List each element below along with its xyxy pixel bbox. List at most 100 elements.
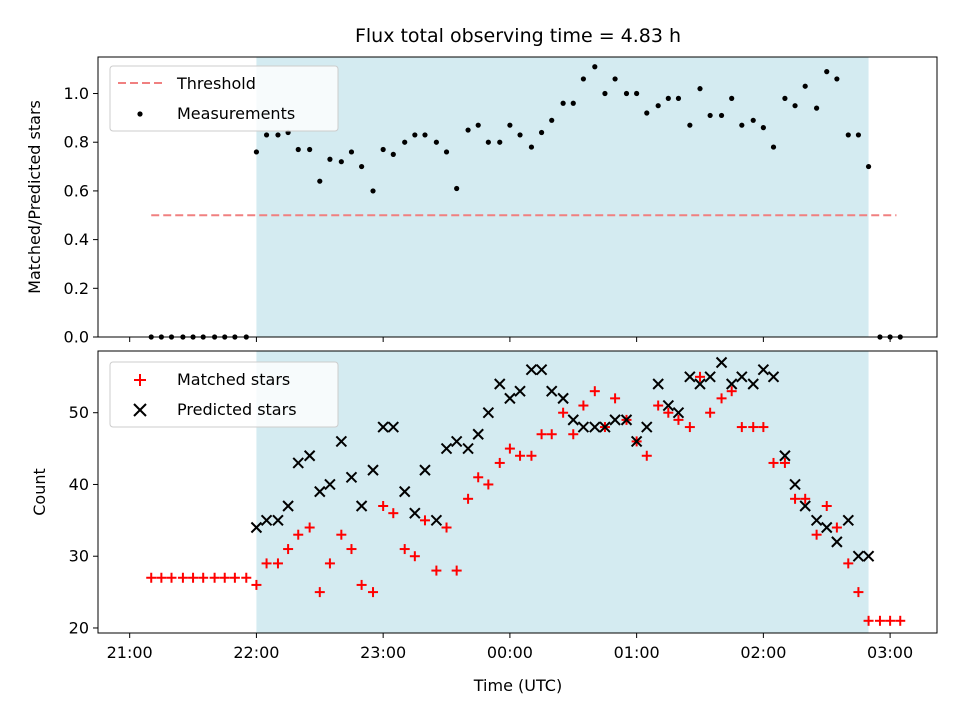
matched-star-point (578, 400, 589, 411)
measurement-point (792, 103, 798, 109)
predicted-star-point (494, 378, 506, 390)
predicted-star-point (450, 435, 463, 448)
measurement-point (770, 144, 777, 150)
predicted-star-point (409, 507, 421, 519)
predicted-star-point (377, 421, 389, 433)
predicted-star-point (852, 550, 865, 562)
predicted-star-point (599, 421, 611, 433)
matched-star-point (356, 579, 367, 590)
matched-star-point (863, 615, 874, 626)
measurement-point (538, 129, 545, 136)
legend-predicted-swatch (133, 403, 147, 417)
predicted-star-point (609, 414, 621, 426)
measurement-point (739, 122, 745, 128)
predicted-star-point (641, 421, 653, 433)
measurement-point (570, 100, 576, 106)
matched-star-point (368, 587, 379, 598)
predicted-star-point (504, 392, 516, 405)
measurement-point (390, 151, 396, 157)
predicted-star-point (472, 428, 484, 440)
measurement-point (782, 95, 788, 101)
measurement-point (834, 76, 840, 82)
predicted-star-point (387, 421, 400, 433)
predicted-star-point (440, 442, 453, 455)
matched-star-point (885, 615, 896, 626)
predicted-star-point (577, 421, 590, 433)
measurement-point (275, 132, 281, 138)
measurement-point (824, 69, 830, 75)
matched-star-point (229, 572, 240, 583)
measurement-point (475, 122, 481, 128)
matched-star-point (166, 572, 177, 583)
measurement-point (348, 149, 355, 155)
predicted-star-point (567, 414, 579, 426)
predicted-star-point (535, 363, 548, 376)
predicted-star-point (725, 378, 738, 390)
x-tick-label: 22:00 (233, 643, 279, 662)
matched-star-point (156, 572, 167, 583)
predicted-star-point (821, 521, 833, 534)
measurement-point (485, 139, 491, 145)
measurement-point (592, 64, 598, 70)
matched-star-point (304, 522, 315, 533)
matched-star-point (831, 522, 842, 533)
matched-star-point (209, 572, 220, 583)
measurement-point (412, 132, 418, 138)
matched-star-point (800, 493, 811, 504)
predicted-star-point (652, 378, 664, 390)
measurement-point (560, 100, 566, 106)
matched-star-point (589, 386, 600, 397)
predicted-star-point (799, 500, 811, 512)
matched-star-point (526, 450, 537, 461)
measurement-point (623, 90, 630, 97)
legend-measurements-label: Measurements (177, 104, 295, 123)
matched-star-point (821, 500, 832, 511)
matched-star-point (346, 544, 357, 555)
top-y-tick-label: 1.0 (64, 84, 89, 103)
measurement-point (750, 117, 756, 123)
measurement-point (307, 146, 313, 153)
matched-star-point (695, 371, 706, 382)
predicted-star-point (630, 435, 643, 448)
measurement-point (528, 144, 535, 150)
predicted-star-point (462, 442, 474, 455)
predicted-star-point (272, 514, 284, 527)
matched-star-point (272, 558, 283, 569)
predicted-star-point (810, 514, 823, 527)
predicted-star-point (715, 356, 728, 369)
bottom-axes-frame (97, 350, 938, 634)
measurement-point (295, 146, 301, 153)
measurement-point (338, 159, 344, 165)
measurement-point (675, 95, 682, 101)
matched-star-point (293, 529, 304, 540)
legend-measurements-swatch (137, 111, 143, 117)
x-tick-label: 00:00 (487, 643, 533, 662)
matched-star-point (748, 422, 759, 433)
matched-star-point (790, 493, 801, 504)
predicted-star-point (747, 378, 759, 390)
predicted-star-point (367, 464, 379, 476)
predicted-star-point (736, 371, 748, 383)
measurement-point (317, 178, 323, 184)
measurement-point (845, 132, 851, 138)
bottom-legend-box (109, 361, 339, 428)
matched-star-point (568, 429, 579, 440)
measurement-point (802, 83, 808, 89)
measurement-point (454, 185, 460, 192)
matched-star-point (558, 407, 569, 418)
top-y-tick-label: 0.8 (64, 133, 89, 152)
matched-star-point (705, 407, 716, 418)
measurement-point (612, 76, 618, 82)
matched-star-point (641, 450, 652, 461)
matched-star-point (283, 544, 294, 555)
top-y-tick-label: 0.6 (64, 181, 89, 200)
x-tick-label: 03:00 (867, 643, 913, 662)
measurement-point (707, 112, 713, 119)
matched-star-point (431, 565, 442, 576)
matched-star-point (251, 579, 262, 590)
predicted-star-point (694, 378, 706, 390)
bottom-y-tick-label: 20 (69, 618, 89, 637)
matched-star-point (388, 508, 399, 519)
predicted-star-point (684, 371, 696, 383)
